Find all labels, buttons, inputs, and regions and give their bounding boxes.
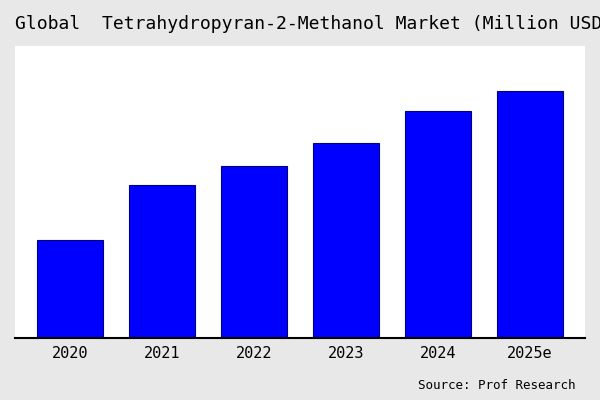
Bar [313,143,379,338]
Text: Global  Tetrahydropyran-2-Methanol Market (Million USD): Global Tetrahydropyran-2-Methanol Market… [15,15,600,33]
Bar [221,166,287,338]
Text: Source: Prof Research: Source: Prof Research [419,379,576,392]
Bar [37,240,103,338]
Bar [497,91,563,338]
Bar [129,185,195,338]
Bar [405,110,471,338]
